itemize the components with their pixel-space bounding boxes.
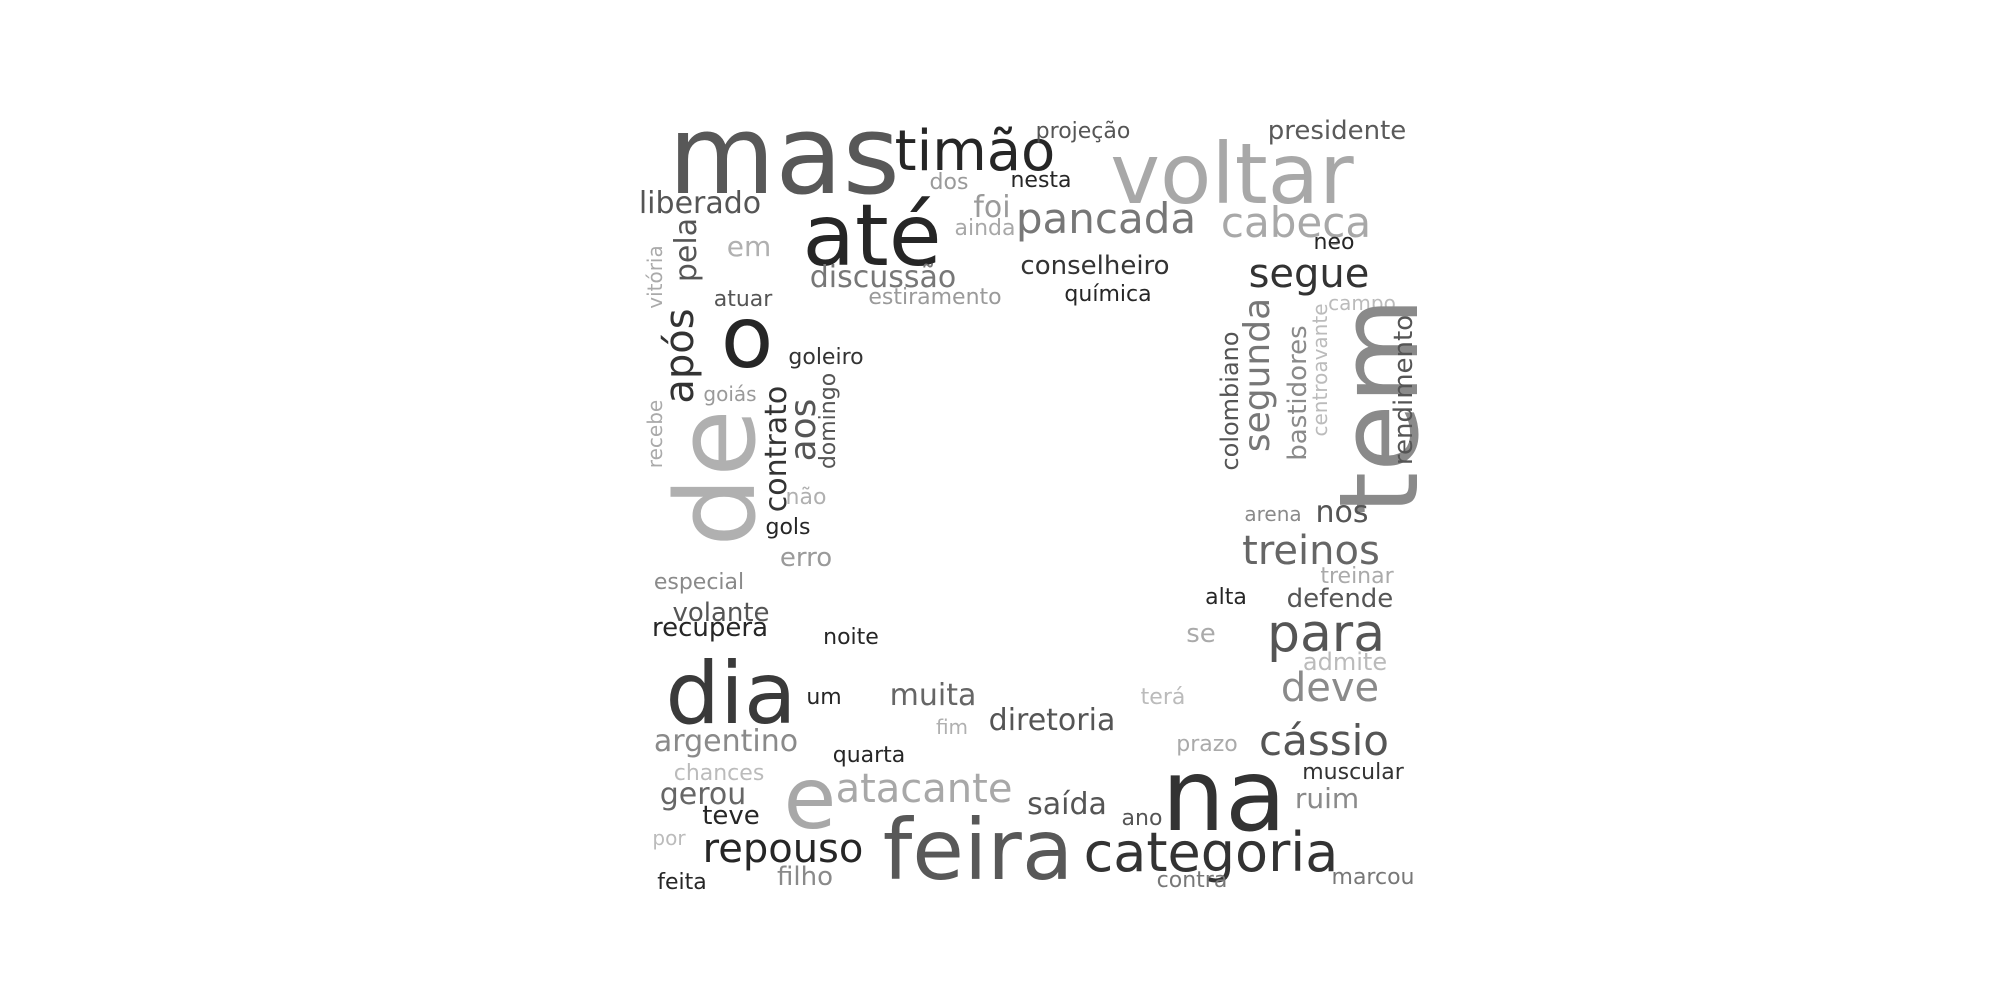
word: especial bbox=[653, 570, 745, 595]
word: segue bbox=[1248, 251, 1370, 297]
word: cabeça bbox=[1220, 198, 1372, 247]
word: presidente bbox=[1267, 116, 1407, 146]
word: timão bbox=[894, 119, 1056, 184]
word: ano bbox=[1121, 806, 1163, 831]
word: nos bbox=[1315, 495, 1369, 530]
word: diretoria bbox=[988, 703, 1116, 738]
word: rendimento bbox=[1389, 314, 1419, 466]
word: liberado bbox=[638, 186, 762, 221]
word: neo bbox=[1313, 230, 1355, 255]
word: voltar bbox=[1110, 125, 1354, 223]
word: filho bbox=[777, 862, 833, 892]
word: para bbox=[1266, 604, 1386, 664]
word: ruim bbox=[1294, 782, 1360, 815]
word: chances bbox=[673, 761, 765, 786]
word: quarta bbox=[832, 743, 906, 768]
word: química bbox=[1064, 282, 1152, 307]
word: após bbox=[657, 308, 703, 404]
word: fim bbox=[935, 715, 969, 739]
word: estiramento bbox=[868, 285, 1002, 310]
word: ainda bbox=[954, 216, 1016, 241]
word: o bbox=[720, 288, 774, 388]
word: pela bbox=[669, 217, 704, 283]
word: cássio bbox=[1259, 716, 1389, 765]
word: treinos bbox=[1242, 528, 1380, 574]
word: noite bbox=[823, 625, 879, 650]
word: dia bbox=[665, 644, 797, 744]
word: campo bbox=[1328, 291, 1396, 315]
word: goiás bbox=[703, 382, 757, 406]
word: alta bbox=[1205, 585, 1247, 610]
word: se bbox=[1186, 619, 1216, 649]
word: deve bbox=[1280, 665, 1380, 711]
word: goleiro bbox=[788, 345, 864, 370]
word: dos bbox=[929, 170, 969, 195]
word: admite bbox=[1302, 648, 1388, 676]
word: teve bbox=[702, 801, 760, 831]
word: gols bbox=[765, 515, 811, 540]
word: terá bbox=[1140, 685, 1186, 710]
word: conselheiro bbox=[1020, 251, 1170, 281]
word: erro bbox=[779, 543, 833, 573]
word: volante bbox=[672, 598, 770, 628]
word: contra bbox=[1156, 868, 1228, 893]
word: recupera bbox=[651, 613, 769, 643]
word: muscular bbox=[1302, 760, 1404, 785]
word: por bbox=[652, 826, 686, 850]
word: arena bbox=[1244, 502, 1302, 526]
word: defende bbox=[1286, 584, 1394, 614]
word: marcou bbox=[1331, 865, 1415, 890]
word: em bbox=[726, 230, 772, 263]
word: até bbox=[802, 186, 942, 286]
word: projeção bbox=[1035, 119, 1131, 144]
word: vitória bbox=[643, 245, 667, 309]
word: colombiano bbox=[1216, 331, 1244, 471]
word: foi bbox=[973, 190, 1011, 225]
word: pancada bbox=[1015, 194, 1197, 243]
word: categoria bbox=[1083, 821, 1339, 884]
word: treinar bbox=[1320, 564, 1394, 589]
word: atacante bbox=[835, 766, 1013, 812]
word: feita bbox=[657, 870, 707, 895]
word: repouso bbox=[702, 826, 864, 872]
word: saída bbox=[1027, 787, 1107, 822]
word: atuar bbox=[713, 287, 773, 312]
word: mas bbox=[668, 91, 900, 219]
word: na bbox=[1161, 737, 1287, 854]
word: de bbox=[652, 409, 780, 547]
word: gerou bbox=[659, 777, 747, 812]
word: segunda bbox=[1237, 297, 1278, 453]
word: muita bbox=[889, 678, 977, 713]
word: prazo bbox=[1176, 732, 1238, 757]
word: um bbox=[806, 685, 842, 710]
word: não bbox=[785, 485, 827, 510]
word: feira bbox=[882, 801, 1074, 899]
word: e bbox=[783, 749, 837, 849]
word: nesta bbox=[1010, 168, 1072, 193]
word: discussão bbox=[809, 260, 957, 295]
word: argentino bbox=[653, 724, 799, 759]
